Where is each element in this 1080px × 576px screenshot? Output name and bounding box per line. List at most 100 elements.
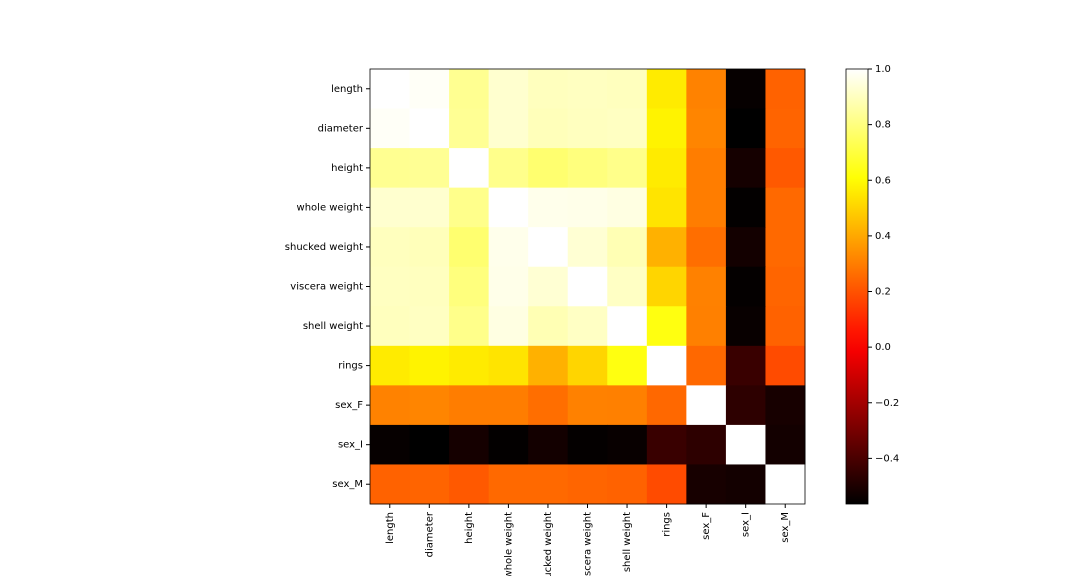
heatmap-cell bbox=[686, 108, 727, 149]
heatmap-cell bbox=[686, 385, 727, 426]
heatmap-cell bbox=[607, 345, 648, 386]
heatmap-cell bbox=[449, 108, 490, 149]
heatmap-cell bbox=[370, 266, 411, 307]
heatmap-cell bbox=[488, 108, 529, 149]
heatmap-cell bbox=[567, 385, 608, 426]
heatmap-cell bbox=[449, 424, 490, 465]
heatmap-cell bbox=[409, 385, 450, 426]
heatmap-cell bbox=[370, 424, 411, 465]
heatmap-cell bbox=[449, 464, 490, 505]
x-tick-label: sex_M bbox=[780, 512, 791, 543]
heatmap-cell bbox=[449, 148, 490, 189]
heatmap-cell bbox=[528, 385, 569, 426]
heatmap-cell bbox=[607, 187, 648, 228]
heatmap-cell bbox=[686, 227, 727, 268]
heatmap-cell bbox=[449, 187, 490, 228]
heatmap-cell bbox=[607, 148, 648, 189]
heatmap-cell bbox=[725, 187, 766, 228]
heatmap-cell bbox=[449, 227, 490, 268]
x-tick-label: rings bbox=[662, 512, 673, 537]
heatmap-cell bbox=[686, 306, 727, 347]
heatmap-cell bbox=[686, 345, 727, 386]
heatmap-cell bbox=[567, 187, 608, 228]
heatmap-cell bbox=[409, 464, 450, 505]
heatmap-cell bbox=[370, 108, 411, 149]
x-tick-label: sex_F bbox=[701, 512, 712, 540]
colorbar-tick-label: 0.0 bbox=[875, 342, 891, 353]
colorbar-tick-label: −0.2 bbox=[875, 398, 899, 409]
y-tick-label: viscera weight bbox=[290, 282, 363, 293]
x-tick-label: shucked weight bbox=[543, 512, 554, 576]
heatmap-cell bbox=[409, 266, 450, 307]
heatmap-cell bbox=[449, 345, 490, 386]
heatmap-cell bbox=[488, 345, 529, 386]
heatmap-cell bbox=[646, 187, 687, 228]
heatmap-cell bbox=[765, 227, 806, 268]
heatmap-cell bbox=[409, 108, 450, 149]
heatmap-cell bbox=[409, 69, 450, 110]
colorbar-tick-label: 0.8 bbox=[875, 120, 891, 131]
heatmap-cell bbox=[528, 266, 569, 307]
heatmap-cell bbox=[449, 69, 490, 110]
heatmap-cell bbox=[528, 306, 569, 347]
heatmap-cell bbox=[607, 385, 648, 426]
heatmap-cell bbox=[725, 385, 766, 426]
heatmap-cell bbox=[725, 69, 766, 110]
y-tick-label: height bbox=[331, 163, 363, 174]
y-tick-label: sex_M bbox=[332, 479, 363, 490]
heatmap-cell bbox=[646, 148, 687, 189]
heatmap-cell bbox=[528, 345, 569, 386]
y-tick-label: whole weight bbox=[297, 202, 364, 213]
x-tick-label: diameter bbox=[424, 511, 435, 557]
heatmap-cell bbox=[449, 266, 490, 307]
heatmap-cell bbox=[567, 306, 608, 347]
heatmap-cell bbox=[607, 464, 648, 505]
heatmap-cell bbox=[646, 424, 687, 465]
heatmap-cell bbox=[409, 345, 450, 386]
heatmap-cell bbox=[567, 69, 608, 110]
heatmap-cell bbox=[686, 69, 727, 110]
heatmap-cell bbox=[528, 69, 569, 110]
heatmap-cell bbox=[725, 266, 766, 307]
heatmap-cell bbox=[607, 306, 648, 347]
colorbar-tick-label: −0.4 bbox=[875, 453, 899, 464]
heatmap-cell bbox=[765, 108, 806, 149]
colorbar-tick-label: 1.0 bbox=[875, 64, 891, 75]
colorbar-tick-label: 0.2 bbox=[875, 287, 891, 298]
heatmap-cell bbox=[725, 345, 766, 386]
heatmap-cell bbox=[765, 345, 806, 386]
heatmap-cell bbox=[567, 108, 608, 149]
heatmap-cell bbox=[449, 385, 490, 426]
heatmap-cell bbox=[370, 385, 411, 426]
heatmap-cell bbox=[607, 424, 648, 465]
heatmap-cell bbox=[488, 464, 529, 505]
heatmap-cell bbox=[370, 227, 411, 268]
heatmap-cell bbox=[409, 227, 450, 268]
heatmap-cell bbox=[646, 345, 687, 386]
heatmap-cell bbox=[488, 148, 529, 189]
heatmap-cell bbox=[488, 187, 529, 228]
heatmap-cell bbox=[686, 187, 727, 228]
heatmap-cell bbox=[725, 148, 766, 189]
heatmap-cell bbox=[686, 266, 727, 307]
heatmap-cell bbox=[567, 464, 608, 505]
heatmap-cell bbox=[646, 464, 687, 505]
heatmap-cell bbox=[528, 464, 569, 505]
heatmap-cell bbox=[567, 345, 608, 386]
heatmap-cell bbox=[607, 108, 648, 149]
x-tick-label: sex_I bbox=[741, 512, 752, 537]
heatmap-cell bbox=[370, 306, 411, 347]
heatmap-cell bbox=[409, 187, 450, 228]
x-tick-label: viscera weight bbox=[583, 512, 594, 576]
x-tick-label: height bbox=[464, 512, 475, 544]
heatmap-cell bbox=[567, 266, 608, 307]
heatmap-cell bbox=[765, 464, 806, 505]
heatmap-cell bbox=[370, 148, 411, 189]
heatmap-cell bbox=[607, 69, 648, 110]
heatmap-cell bbox=[409, 148, 450, 189]
x-tick-label: length bbox=[385, 512, 396, 544]
heatmap-cell bbox=[409, 306, 450, 347]
heatmap-cell bbox=[765, 306, 806, 347]
heatmap-cell bbox=[686, 424, 727, 465]
